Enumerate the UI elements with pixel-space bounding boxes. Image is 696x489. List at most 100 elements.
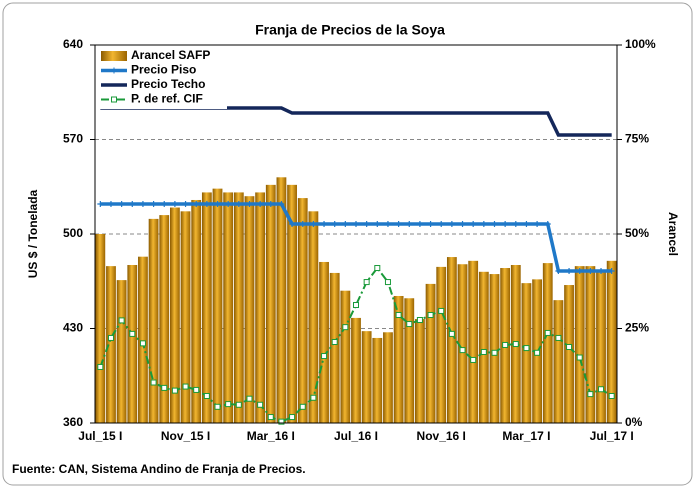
marker	[139, 201, 146, 208]
x-tick-label: Nov_15 I	[161, 429, 210, 443]
marker	[384, 279, 391, 286]
marker	[150, 379, 157, 386]
y-tick-label: 640	[63, 37, 83, 51]
marker	[203, 393, 210, 399]
marker	[566, 343, 573, 350]
marker	[427, 312, 434, 318]
marker	[225, 401, 232, 408]
legend-label: Arancel SAFP	[131, 48, 210, 62]
bar	[138, 256, 148, 423]
marker	[427, 221, 434, 228]
bar	[596, 271, 606, 423]
y2-tick-label: 50%	[625, 226, 649, 240]
marker	[342, 221, 349, 228]
marker	[512, 221, 519, 228]
bar	[404, 298, 415, 423]
marker	[438, 221, 445, 228]
source: Fuente: CAN, Sistema Andino de Franja de…	[12, 462, 306, 476]
marker	[267, 414, 274, 421]
bar	[585, 266, 596, 423]
marker	[193, 201, 200, 208]
marker	[289, 221, 296, 228]
marker	[139, 340, 146, 347]
legend-marker	[111, 67, 117, 74]
bar	[148, 218, 159, 423]
marker	[257, 401, 264, 408]
marker	[193, 386, 200, 393]
x-tick-label: Nov_16 I	[417, 429, 466, 443]
legend-swatch	[101, 51, 127, 61]
marker	[438, 307, 445, 314]
marker	[363, 221, 370, 228]
bar	[542, 263, 553, 423]
marker	[523, 221, 530, 228]
legend-marker	[111, 96, 117, 103]
marker	[299, 403, 306, 410]
bar	[361, 331, 372, 423]
bar	[276, 177, 287, 423]
marker	[161, 201, 168, 208]
bar	[106, 266, 116, 423]
bar	[564, 285, 574, 423]
legend-label: P. de ref. CIF	[131, 92, 203, 106]
marker	[278, 418, 285, 425]
marker	[321, 221, 328, 228]
bar	[233, 192, 244, 423]
bar	[265, 184, 276, 423]
marker	[129, 330, 136, 337]
marker	[203, 201, 210, 208]
bar	[457, 264, 468, 423]
marker	[416, 316, 423, 323]
y2-axis-label: Arancel	[666, 212, 680, 256]
marker	[363, 279, 370, 286]
y-tick-label: 500	[63, 226, 83, 240]
bar	[308, 211, 319, 423]
bar	[319, 261, 329, 423]
chart-title: Franja de Precios de la Soya	[255, 22, 445, 38]
legend-label: Precio Piso	[131, 63, 196, 77]
marker	[395, 312, 402, 318]
marker	[470, 356, 477, 363]
marker	[161, 384, 168, 391]
marker	[555, 267, 562, 274]
bar	[436, 266, 447, 423]
bar	[127, 264, 138, 423]
marker	[555, 334, 562, 341]
y2-tick-label: 25%	[625, 321, 649, 335]
marker	[598, 386, 605, 393]
marker	[587, 267, 594, 274]
marker	[566, 267, 573, 274]
marker	[534, 349, 541, 356]
marker	[608, 267, 615, 274]
marker	[310, 221, 317, 228]
y2-tick-label: 100%	[625, 37, 656, 51]
marker	[480, 348, 487, 355]
bar	[383, 332, 393, 423]
marker	[129, 201, 136, 208]
marker	[470, 221, 477, 228]
marker	[608, 393, 615, 399]
marker	[289, 414, 296, 421]
y-axis-label: US $ / Tonelada	[26, 189, 40, 278]
marker	[576, 354, 583, 361]
bar	[95, 234, 106, 423]
marker	[246, 395, 253, 402]
x-tick-label: Jul_15 I	[78, 429, 122, 443]
y2-tick-label: 75%	[625, 132, 649, 146]
marker	[118, 201, 125, 208]
marker	[523, 345, 530, 352]
marker	[374, 265, 381, 272]
marker	[182, 201, 189, 208]
bar	[244, 196, 255, 423]
marker	[598, 267, 605, 274]
bar	[191, 199, 202, 423]
marker	[321, 353, 328, 360]
bar	[425, 283, 436, 423]
x-tick-label: Mar_16 I	[247, 429, 295, 443]
marker	[502, 341, 509, 348]
marker	[267, 201, 274, 208]
marker	[331, 221, 338, 228]
bar	[223, 192, 234, 423]
marker	[374, 221, 381, 228]
marker	[502, 221, 509, 228]
